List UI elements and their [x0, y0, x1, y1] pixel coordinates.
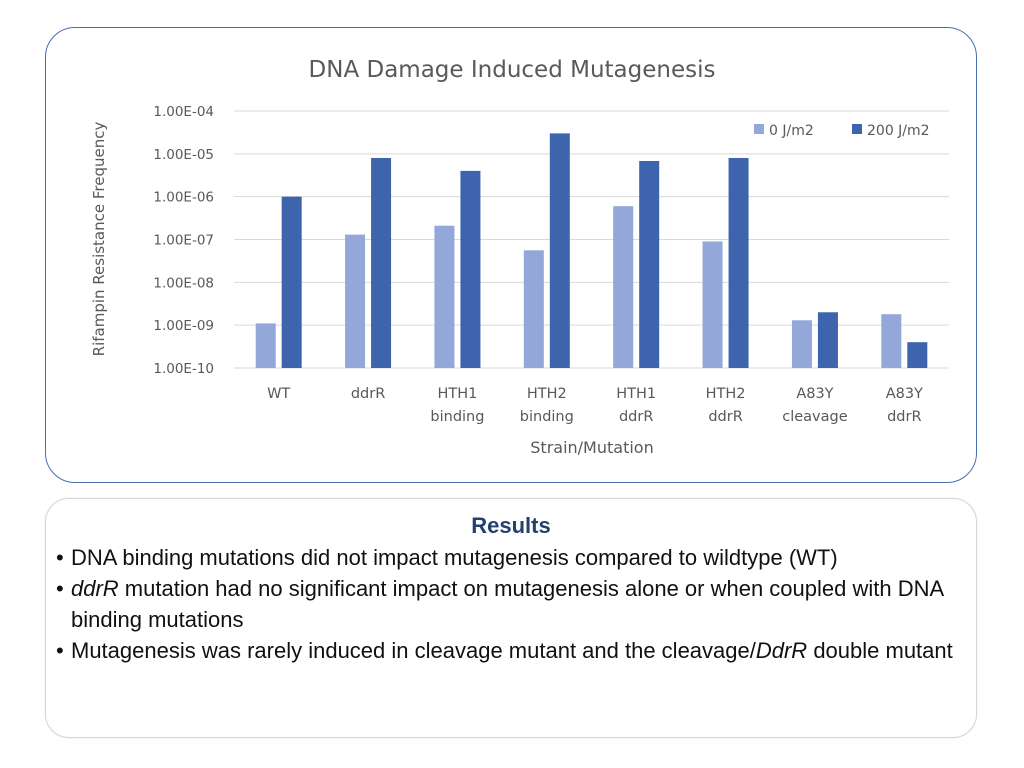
x-axis-label: Strain/Mutation	[530, 438, 653, 457]
bar-200-j-m2	[549, 133, 570, 368]
y-axis-label: Rifampin Resistance Frequency	[90, 122, 108, 357]
x-tick-label: WT	[267, 386, 290, 402]
bar-chart: DNA Damage Induced Mutagenesis 1.00E-10 1.…	[90, 57, 949, 457]
y-tick-label: 1.00E-10	[153, 361, 214, 377]
result-text: mutation had no significant impact on mu…	[71, 576, 943, 632]
y-tick-label: 1.00E-04	[153, 104, 214, 120]
bullet-marker: •	[56, 545, 64, 570]
chart-panel: DNA Damage Induced Mutagenesis 1.00E-10 1.…	[45, 27, 977, 483]
result-gene-name: DdrR	[755, 638, 808, 663]
bar-0-j-m2	[345, 234, 366, 368]
legend-label: 200 J/m2	[867, 123, 930, 139]
result-text: Mutagenesis was rarely induced in cleava…	[71, 638, 756, 663]
y-tick-label: 1.00E-06	[153, 190, 214, 206]
x-tick-label: ddrR	[887, 409, 921, 425]
bar-200-j-m2	[371, 157, 392, 368]
bar-200-j-m2	[817, 312, 838, 368]
results-panel: Results • DNA binding mutations did not …	[45, 498, 977, 738]
x-tick-label: HTH2	[706, 386, 746, 402]
result-item-2: • ddrR mutation had no significant impac…	[56, 573, 961, 635]
result-gene-name: ddrR	[71, 576, 119, 601]
legend-label: 0 J/m2	[769, 123, 814, 139]
x-tick-label: binding	[520, 409, 574, 425]
bar-0-j-m2	[434, 225, 455, 368]
x-tick-label: HTH2	[527, 386, 567, 402]
result-text-end: double mutant	[807, 638, 953, 663]
bar-200-j-m2	[281, 196, 302, 368]
legend-swatch	[754, 124, 764, 134]
y-tick-label: 1.00E-09	[153, 318, 214, 334]
bar-0-j-m2	[523, 250, 544, 368]
y-tick-label: 1.00E-08	[153, 275, 214, 291]
x-tick-label: A83Y	[886, 386, 923, 402]
results-list: • DNA binding mutations did not impact m…	[56, 542, 961, 666]
bar-200-j-m2	[639, 161, 660, 368]
bar-200-j-m2	[728, 157, 749, 368]
x-tick-label: ddrR	[708, 409, 742, 425]
x-tick-label: binding	[430, 409, 484, 425]
bar-0-j-m2	[613, 206, 634, 368]
legend-swatch	[852, 124, 862, 134]
bar-0-j-m2	[255, 323, 276, 368]
bar-0-j-m2	[791, 320, 812, 368]
bullet-marker: •	[56, 638, 64, 663]
x-tick-label: HTH1	[437, 386, 477, 402]
x-tick-label: ddrR	[351, 386, 385, 402]
bar-0-j-m2	[881, 314, 902, 368]
bar-0-j-m2	[702, 241, 723, 368]
result-text: DNA binding mutations did not impact mut…	[71, 545, 838, 570]
result-item-1: • DNA binding mutations did not impact m…	[56, 542, 961, 573]
result-item-3: • Mutagenesis was rarely induced in clea…	[56, 635, 961, 666]
bar-200-j-m2	[460, 170, 481, 368]
bullet-marker: •	[56, 576, 64, 601]
x-tick-label: HTH1	[616, 386, 656, 402]
x-tick-label: ddrR	[619, 409, 653, 425]
y-tick-label: 1.00E-07	[153, 233, 214, 249]
results-title: Results	[471, 513, 551, 538]
chart-title: DNA Damage Induced Mutagenesis	[309, 57, 716, 83]
x-tick-label: cleavage	[782, 409, 847, 425]
y-tick-label: 1.00E-05	[153, 147, 214, 163]
bar-200-j-m2	[907, 342, 928, 368]
x-tick-label: A83Y	[796, 386, 833, 402]
